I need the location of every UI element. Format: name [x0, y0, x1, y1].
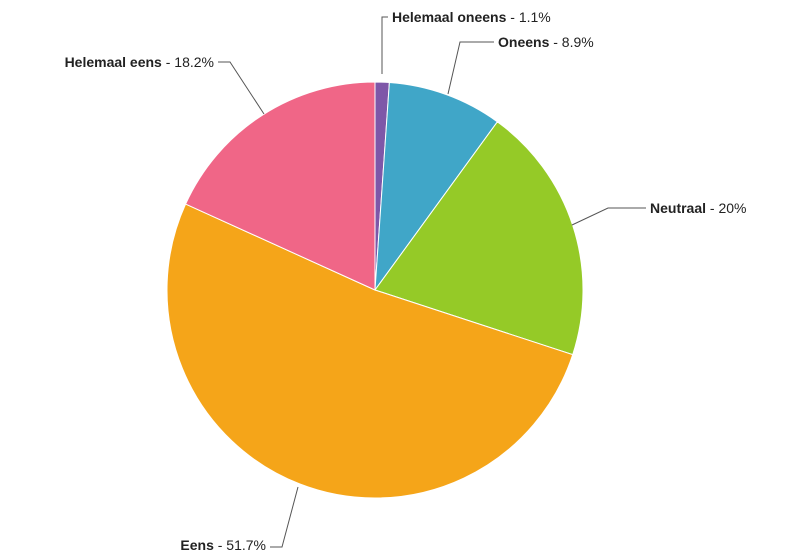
slice-neutraal	[374, 121, 584, 356]
data-label-oneens: Oneens - 8.9%	[498, 34, 594, 50]
label-value: - 20%	[706, 200, 746, 216]
label-value: - 51.7%	[214, 537, 266, 553]
data-label-helemaal-oneens: Helemaal oneens - 1.1%	[392, 9, 551, 25]
slice-oneens	[374, 81, 499, 292]
connector-oneens	[447, 41, 494, 95]
data-label-eens: Eens - 51.7%	[180, 537, 266, 553]
label-name: Neutraal	[650, 200, 706, 216]
label-value: - 18.2%	[162, 54, 214, 70]
connector-neutraal	[571, 207, 646, 226]
connector-eens	[270, 486, 299, 548]
label-name: Helemaal oneens	[392, 9, 507, 25]
pie-slices	[166, 81, 584, 499]
connector-helemaal-oneens	[381, 16, 388, 74]
label-name: Oneens	[498, 34, 550, 50]
slice-eens	[166, 203, 574, 499]
data-label-helemaal-eens: Helemaal eens - 18.2%	[65, 54, 214, 70]
label-value: - 1.1%	[506, 9, 550, 25]
slice-helemaal-eens	[184, 81, 376, 291]
label-name: Eens	[180, 537, 214, 553]
label-name: Helemaal eens	[65, 54, 162, 70]
label-value: - 8.9%	[549, 34, 593, 50]
data-label-neutraal: Neutraal - 20%	[650, 200, 747, 216]
connector-helemaal-eens	[218, 61, 265, 115]
pie-labels: Helemaal oneens - 1.1% Oneens - 8.9% Neutr…	[65, 9, 747, 553]
